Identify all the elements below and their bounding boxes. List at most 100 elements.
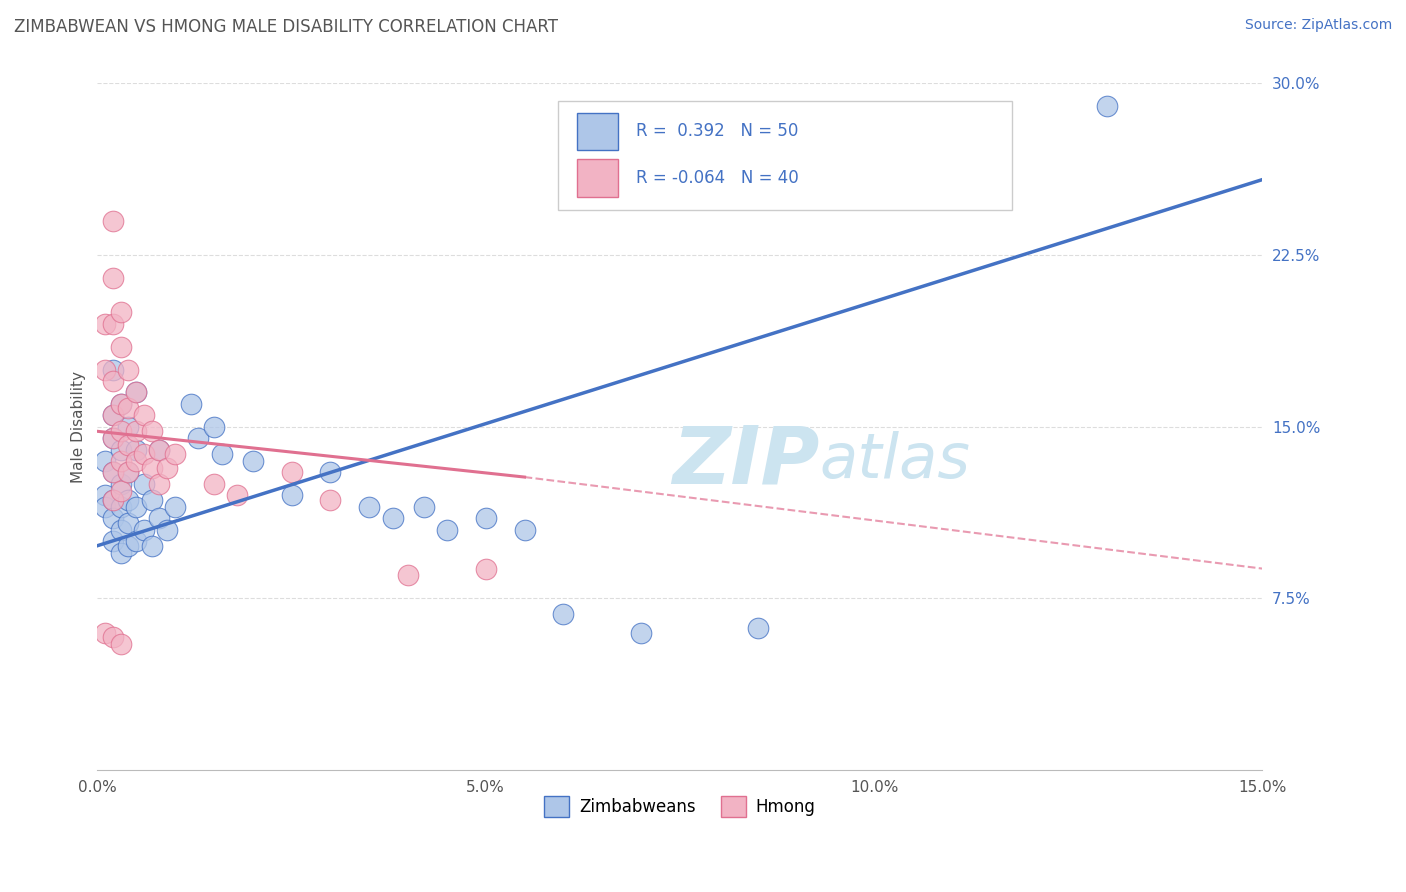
Text: Source: ZipAtlas.com: Source: ZipAtlas.com — [1244, 18, 1392, 32]
Point — [110, 305, 132, 319]
Point — [132, 523, 155, 537]
Point — [110, 483, 132, 498]
Point — [101, 409, 124, 423]
Text: ZIP: ZIP — [672, 422, 820, 500]
Point — [148, 442, 170, 457]
Point — [94, 454, 117, 468]
Text: ZIMBABWEAN VS HMONG MALE DISABILITY CORRELATION CHART: ZIMBABWEAN VS HMONG MALE DISABILITY CORR… — [14, 18, 558, 36]
Y-axis label: Male Disability: Male Disability — [72, 371, 86, 483]
Point — [125, 385, 148, 400]
Text: atlas: atlas — [820, 431, 970, 491]
Point — [117, 401, 139, 416]
Point — [319, 492, 342, 507]
Legend: Zimbabweans, Hmong: Zimbabweans, Hmong — [537, 789, 823, 823]
Point — [280, 466, 302, 480]
Point — [125, 425, 148, 439]
Point — [94, 317, 117, 331]
Point — [132, 447, 155, 461]
Point — [110, 637, 132, 651]
Point — [125, 385, 148, 400]
Point — [513, 523, 536, 537]
Point — [202, 419, 225, 434]
Point — [202, 477, 225, 491]
Point — [436, 523, 458, 537]
Point — [226, 488, 249, 502]
Point — [141, 492, 163, 507]
Point — [110, 397, 132, 411]
Text: R = -0.064   N = 40: R = -0.064 N = 40 — [636, 169, 799, 186]
Point — [163, 500, 186, 514]
Point — [280, 488, 302, 502]
Point — [125, 500, 148, 514]
Point — [117, 466, 139, 480]
Point — [117, 466, 139, 480]
Text: R =  0.392   N = 50: R = 0.392 N = 50 — [636, 122, 799, 141]
Point — [101, 630, 124, 644]
Point — [101, 466, 124, 480]
Point — [110, 454, 132, 468]
Point — [117, 492, 139, 507]
Point — [101, 271, 124, 285]
Point — [110, 500, 132, 514]
Point — [163, 447, 186, 461]
Point — [148, 442, 170, 457]
FancyBboxPatch shape — [578, 159, 619, 197]
Point — [319, 466, 342, 480]
Point — [94, 362, 117, 376]
Point — [412, 500, 434, 514]
Point — [94, 625, 117, 640]
Point — [125, 534, 148, 549]
Point — [101, 431, 124, 445]
Point — [101, 466, 124, 480]
Point — [110, 545, 132, 559]
Point — [94, 500, 117, 514]
Point — [180, 397, 202, 411]
Point — [117, 362, 139, 376]
Point — [156, 523, 179, 537]
Point — [110, 397, 132, 411]
Point — [187, 431, 209, 445]
Point — [110, 442, 132, 457]
Point — [110, 477, 132, 491]
Point — [101, 213, 124, 227]
Point — [381, 511, 404, 525]
Point — [101, 431, 124, 445]
Point — [1095, 99, 1118, 113]
Point — [474, 511, 496, 525]
Point — [141, 539, 163, 553]
Point — [101, 409, 124, 423]
Point — [101, 511, 124, 525]
Point — [630, 625, 652, 640]
Point — [110, 340, 132, 354]
Point — [211, 447, 233, 461]
Point — [110, 523, 132, 537]
Point — [359, 500, 381, 514]
Point — [101, 534, 124, 549]
Point — [125, 442, 148, 457]
Point — [132, 409, 155, 423]
Point — [747, 621, 769, 635]
Point — [101, 492, 124, 507]
Point — [117, 516, 139, 530]
FancyBboxPatch shape — [578, 112, 619, 151]
Point — [141, 461, 163, 475]
Point — [132, 477, 155, 491]
Point — [94, 488, 117, 502]
Point — [242, 454, 264, 468]
FancyBboxPatch shape — [558, 101, 1012, 211]
Point — [101, 374, 124, 388]
Point — [156, 461, 179, 475]
Point — [117, 539, 139, 553]
Point — [396, 568, 419, 582]
Point — [117, 438, 139, 452]
Point — [148, 511, 170, 525]
Point — [148, 477, 170, 491]
Point — [117, 419, 139, 434]
Point — [101, 492, 124, 507]
Point — [474, 561, 496, 575]
Point — [125, 454, 148, 468]
Point — [141, 425, 163, 439]
Point — [101, 362, 124, 376]
Point — [110, 425, 132, 439]
Point — [101, 317, 124, 331]
